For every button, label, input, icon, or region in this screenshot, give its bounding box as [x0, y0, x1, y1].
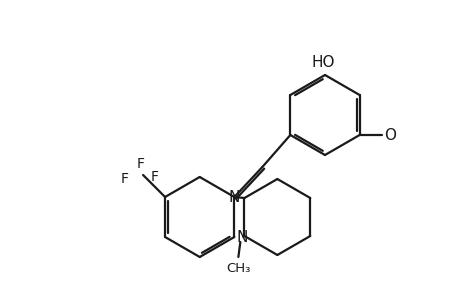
- Text: N: N: [228, 190, 240, 205]
- Text: HO: HO: [311, 55, 334, 70]
- Text: F: F: [151, 170, 159, 184]
- Text: N: N: [236, 230, 247, 244]
- Text: F: F: [121, 172, 129, 186]
- Text: CH₃: CH₃: [226, 262, 250, 275]
- Text: F: F: [137, 157, 145, 171]
- Text: O: O: [383, 128, 395, 142]
